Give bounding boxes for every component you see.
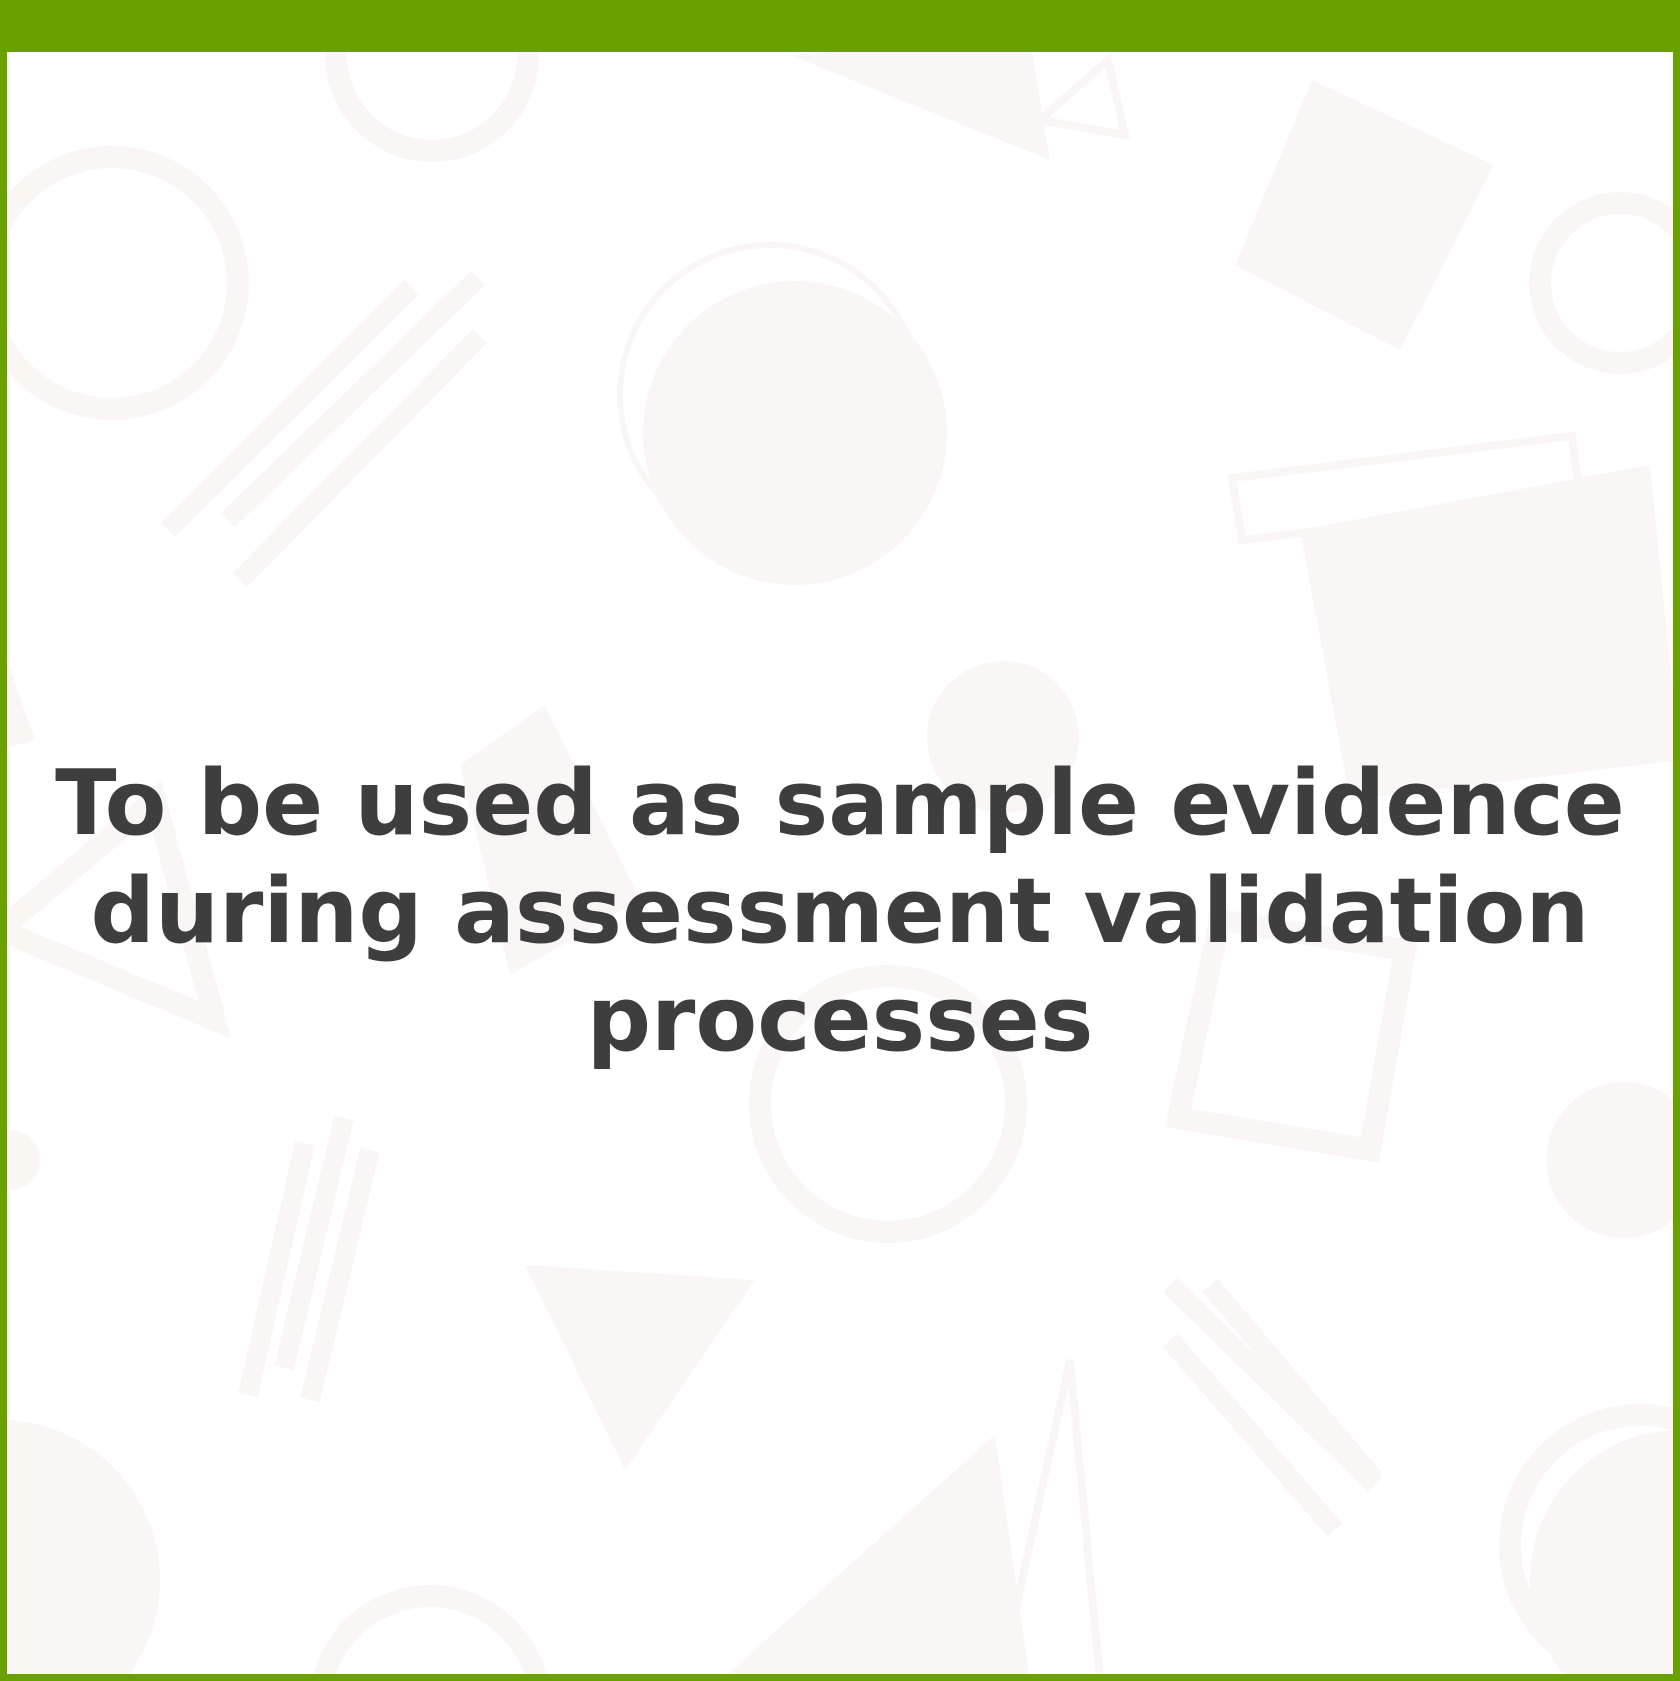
notice-line: processes xyxy=(586,967,1094,1072)
sample-evidence-notice: To be used as sample evidence during ass… xyxy=(7,750,1673,1074)
notice-line: during assessment validation xyxy=(90,859,1590,964)
notice-line: To be used as sample evidence xyxy=(55,751,1625,856)
